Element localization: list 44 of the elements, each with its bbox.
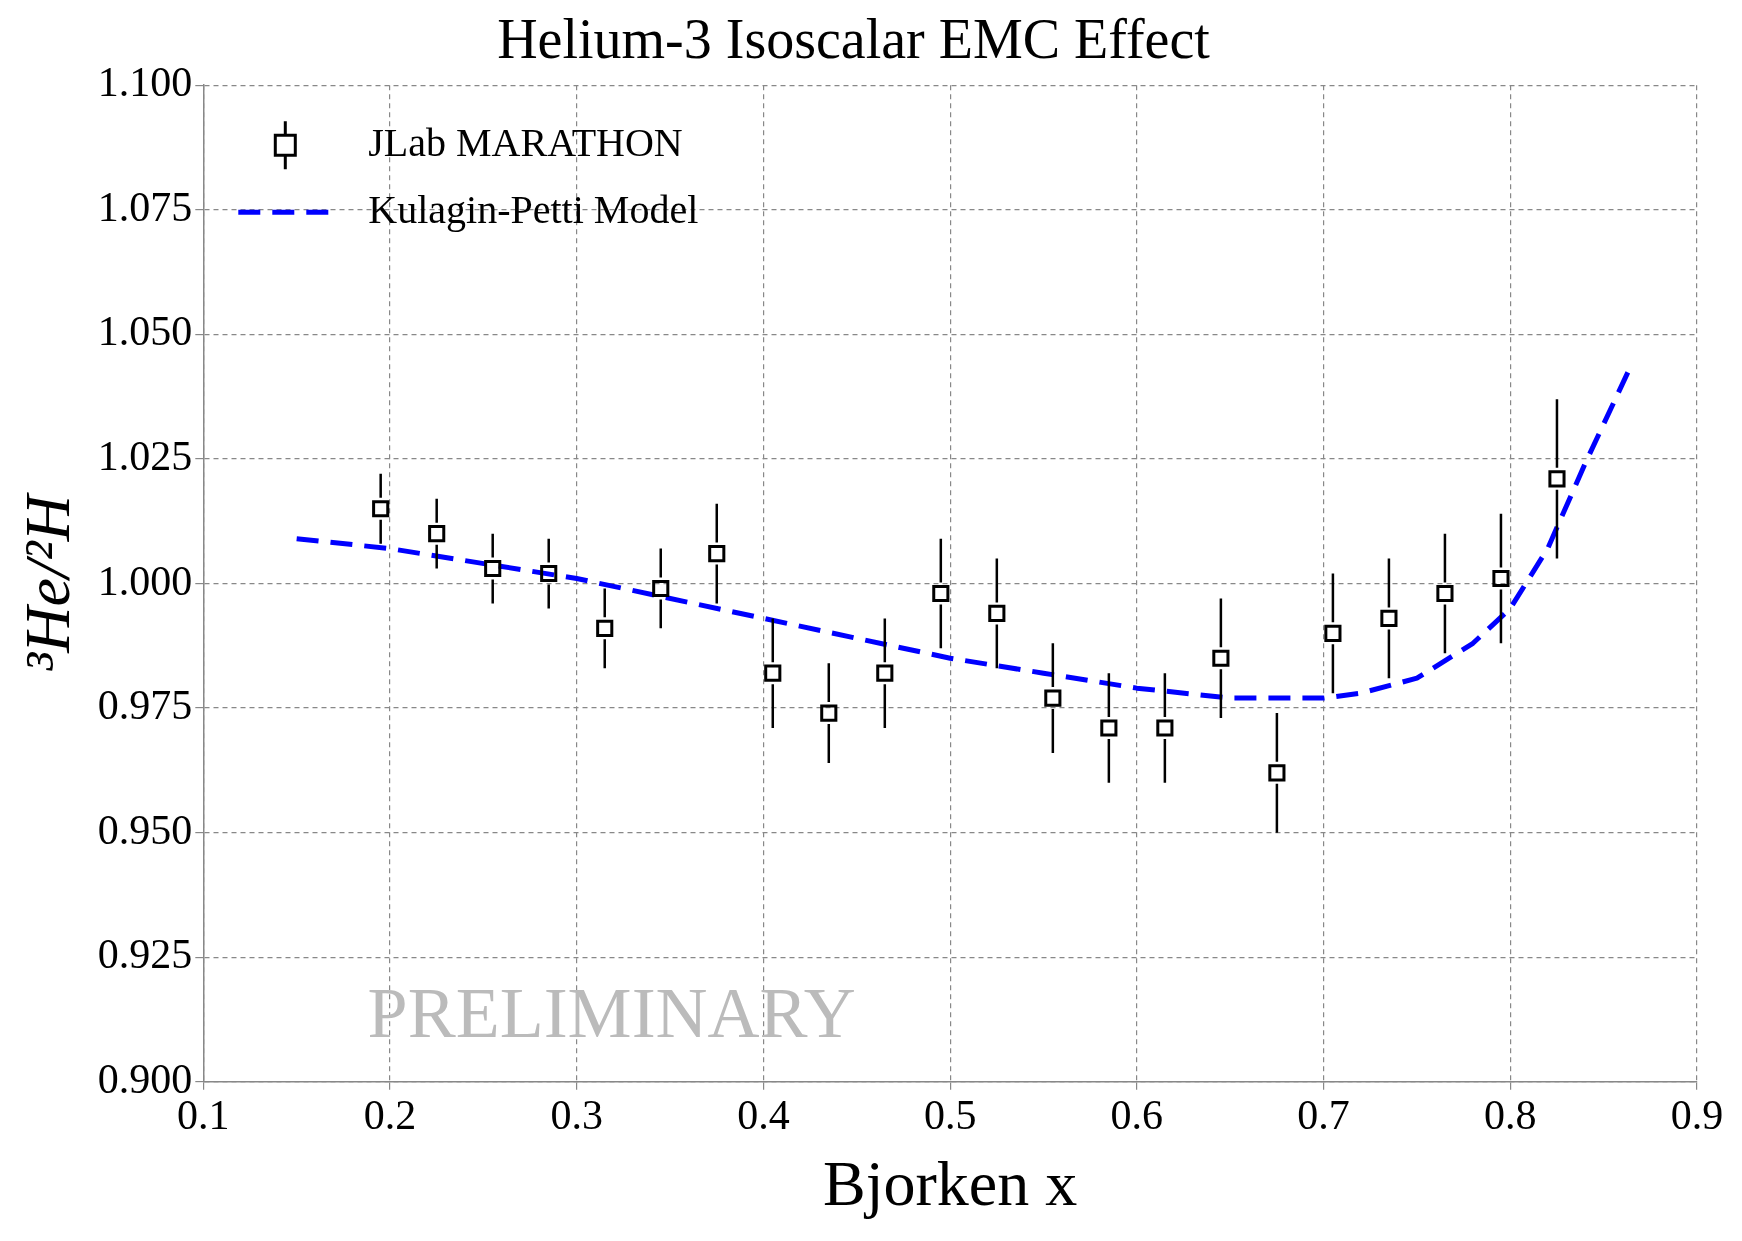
point <box>540 564 558 583</box>
x-axis-title: Bjorken x <box>823 1148 1078 1220</box>
x-tick-label: 0.8 <box>1484 1092 1537 1139</box>
legend-label: Kulagin-Petti Model <box>368 186 699 232</box>
point <box>988 604 1006 622</box>
point <box>596 619 614 637</box>
point <box>764 664 782 682</box>
point <box>708 545 726 563</box>
point <box>1492 569 1510 588</box>
y-tick-label: 1.050 <box>97 308 193 355</box>
x-tick-label: 0.3 <box>550 1092 603 1139</box>
x-tick-label: 0.6 <box>1110 1092 1164 1139</box>
point <box>1100 719 1118 737</box>
chart-title: Helium-3 Isoscalar EMC Effect <box>497 8 1211 71</box>
y-tick-label: 1.025 <box>97 432 193 479</box>
point <box>652 579 670 598</box>
y-tick-label: 0.950 <box>97 806 193 853</box>
y-tick-label: 1.100 <box>97 59 193 106</box>
x-tick-label: 0.5 <box>923 1092 977 1139</box>
y-tick-label: 0.975 <box>97 682 193 729</box>
point <box>372 500 390 518</box>
y-tick-label: 1.000 <box>97 557 193 604</box>
point <box>1212 649 1230 667</box>
point <box>876 664 894 682</box>
point <box>428 525 446 543</box>
y-axis-title: ³He/²H <box>12 491 84 672</box>
legend-label: JLab MARATHON <box>368 119 683 165</box>
point <box>1044 689 1062 707</box>
x-tick-label: 0.9 <box>1670 1092 1724 1139</box>
annotation: PRELIMINARY <box>367 972 856 1053</box>
point <box>1436 584 1454 603</box>
y-tick-label: 0.925 <box>97 931 193 978</box>
y-tick-label: 1.075 <box>97 183 193 230</box>
point <box>484 559 502 578</box>
point <box>820 704 838 722</box>
x-tick-label: 0.2 <box>363 1092 417 1139</box>
x-tick-label: 0.4 <box>737 1092 790 1139</box>
point <box>1324 624 1342 642</box>
point <box>1548 470 1566 488</box>
point <box>1268 764 1286 782</box>
x-tick-label: 0.7 <box>1297 1092 1350 1139</box>
point <box>1156 719 1174 737</box>
point <box>932 584 950 603</box>
point <box>1380 609 1398 627</box>
